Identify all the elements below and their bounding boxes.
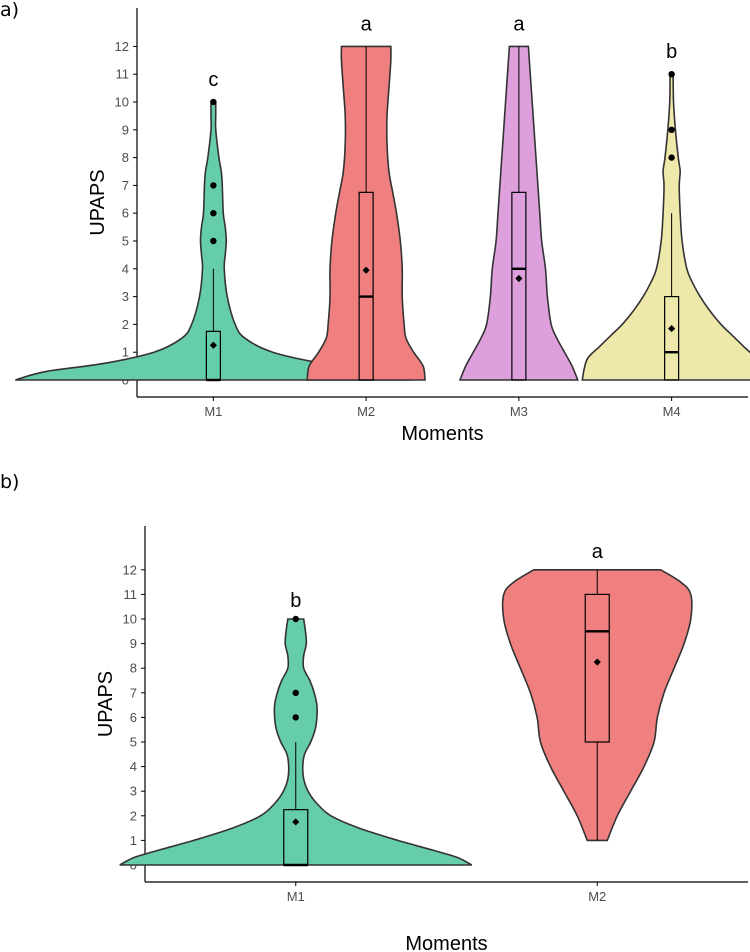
outlier-point <box>292 714 299 721</box>
x-tick-label: M1 <box>204 404 222 419</box>
x-tick-label: M3 <box>510 404 528 419</box>
box-M2 <box>584 593 610 743</box>
y-tick-label: 12 <box>123 562 137 577</box>
y-tick-label: 11 <box>116 67 130 82</box>
y-tick-label: 5 <box>122 234 129 249</box>
outlier-point <box>668 126 675 133</box>
x-axis-title: Moments <box>405 933 487 952</box>
outlier-point <box>668 154 675 161</box>
mean-point <box>362 266 370 274</box>
significance-letter: c <box>208 69 218 91</box>
violin-M2 <box>501 569 693 842</box>
y-tick-label: 12 <box>115 39 129 54</box>
chart-panel-b: 0123456789101112M1M2MomentsUPAPSba <box>95 526 748 952</box>
mean-point <box>292 818 300 826</box>
violin-M4 <box>581 73 750 381</box>
y-axis-title: UPAPS <box>95 671 117 737</box>
outlier-point <box>210 237 217 245</box>
y-tick-label: 7 <box>122 178 129 193</box>
y-tick-label: 2 <box>130 808 137 823</box>
y-tick-label: 8 <box>122 150 129 165</box>
y-tick-label: 1 <box>122 345 129 360</box>
significance-letter: a <box>592 541 604 563</box>
violin-M2 <box>306 45 426 381</box>
significance-letter: b <box>290 590 301 612</box>
x-tick-label: M2 <box>357 404 375 419</box>
significance-letter: a <box>513 13 525 35</box>
y-tick-label: 1 <box>130 833 137 848</box>
y-tick-label: 4 <box>122 261 129 276</box>
x-tick-label: M2 <box>588 889 606 904</box>
box-M2 <box>358 191 374 381</box>
outlier-point <box>292 689 299 696</box>
mean-point <box>593 658 601 666</box>
y-tick-label: 6 <box>130 710 137 725</box>
box-M3 <box>511 191 527 381</box>
panel-label-a: a) <box>0 0 19 21</box>
y-tick-label: 5 <box>130 735 137 750</box>
outlier-point <box>210 182 217 189</box>
mean-point <box>209 341 217 349</box>
mean-point <box>668 324 676 333</box>
x-axis-title: Moments <box>401 423 483 445</box>
outlier-point <box>210 210 217 217</box>
y-tick-label: 10 <box>115 95 129 110</box>
y-axis-title: UPAPS <box>87 169 109 235</box>
significance-letter: b <box>666 41 677 63</box>
y-tick-label: 7 <box>130 685 137 700</box>
panel-label-b: b) <box>0 471 19 493</box>
outlier-point <box>668 71 675 78</box>
y-tick-label: 6 <box>122 206 129 221</box>
x-tick-label: M4 <box>663 404 681 419</box>
y-tick-label: 9 <box>130 636 137 651</box>
y-tick-label: 11 <box>124 587 138 602</box>
y-tick-label: 9 <box>122 122 129 137</box>
x-tick-label: M1 <box>287 889 305 904</box>
y-tick-label: 3 <box>122 289 129 304</box>
significance-letter: a <box>361 13 373 35</box>
y-tick-label: 3 <box>130 784 137 799</box>
y-tick-label: 4 <box>130 759 137 774</box>
y-tick-label: 2 <box>122 317 129 332</box>
outlier-point <box>292 615 299 623</box>
y-tick-label: 8 <box>130 661 137 676</box>
violin-M3 <box>458 45 579 381</box>
mean-point <box>515 274 523 283</box>
outlier-point <box>210 98 217 106</box>
y-tick-label: 10 <box>123 612 137 627</box>
box-M4 <box>664 296 680 381</box>
chart-panel-a: 0123456789101112M1M2M3M4MomentsUPAPScaab <box>15 8 750 445</box>
